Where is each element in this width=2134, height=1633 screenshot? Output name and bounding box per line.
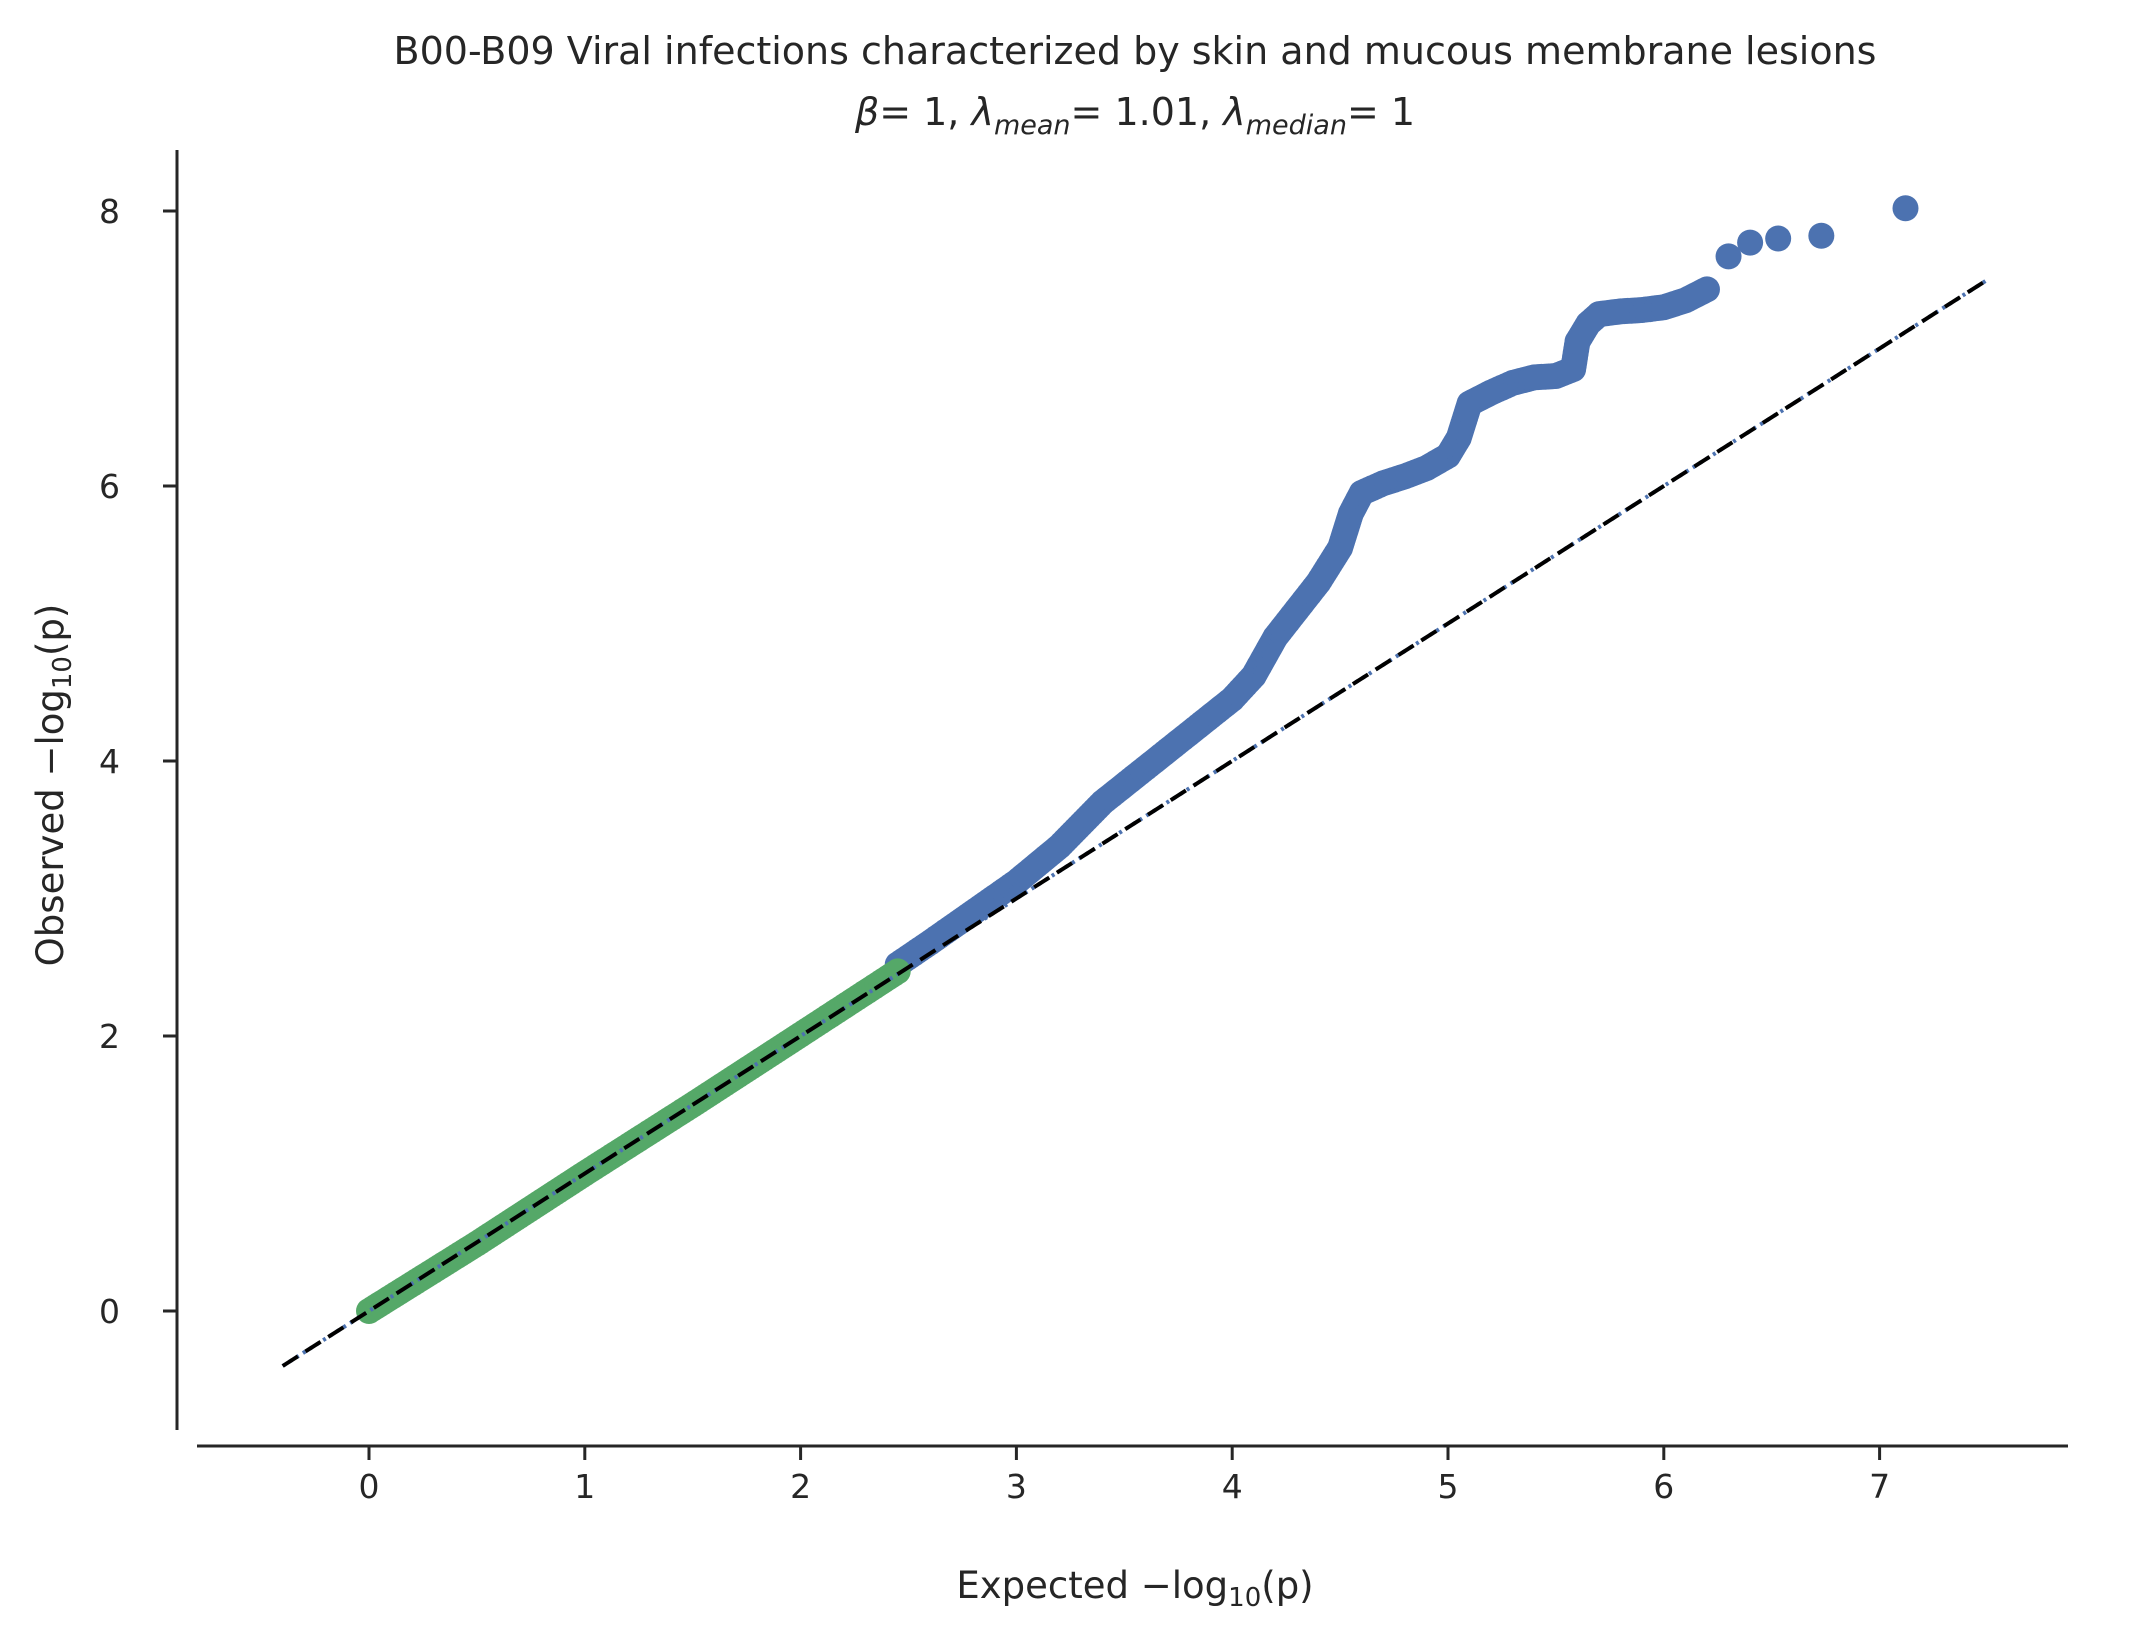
subtitle-mean-value: = 1.01, [1071,90,1224,134]
y-tick-label: 6 [99,467,120,506]
x-tick-label: 2 [790,1467,811,1506]
x-ticks: 0 1 2 3 4 5 6 7 [359,1446,1890,1506]
x-tick-label: 0 [359,1467,380,1506]
chart-subtitle: β= 1, λmean= 1.01, λmedian= 1 [854,90,1415,141]
subtitle-beta-symbol: β [854,90,879,134]
subtitle-lambda-median-symbol: λ [1221,90,1246,134]
y-tick-label: 0 [99,1292,120,1331]
reference-lines [281,278,1989,1368]
series-0-outlier-point [1715,243,1742,270]
x-axis-label-subscript: 10 [1228,1583,1261,1613]
x-axis-label: Expected −log10(p) [956,1564,1313,1613]
x-axis-label-prefix: Expected −log [956,1564,1228,1607]
subtitle-mean-subscript: mean [994,110,1071,141]
x-axis-label-suffix: (p) [1261,1564,1313,1607]
series-0-outlier-point [1892,195,1919,222]
subtitle-beta-value: = 1, [879,90,971,134]
x-tick-label: 3 [1006,1467,1027,1506]
series-0-point [1693,276,1720,303]
reference-dashed-line [281,278,1989,1368]
y-tick-label: 8 [99,192,120,231]
x-tick-label: 6 [1653,1467,1674,1506]
y-axis-label-prefix: Observed −log [29,689,72,966]
x-tick-label: 4 [1222,1467,1243,1506]
x-tick-label: 7 [1869,1467,1890,1506]
y-axis-label: Observed −log10(p) [29,604,78,967]
x-tick-label: 1 [574,1467,595,1506]
subtitle-lambda-mean-symbol: λ [969,90,994,134]
y-axis-label-suffix: (p) [29,604,72,656]
y-tick-label: 2 [99,1017,120,1056]
series-0-outlier-point [1737,229,1764,256]
subtitle-median-subscript: median [1246,110,1347,141]
y-tick-label: 4 [99,742,120,781]
y-ticks: 0 2 4 6 8 [99,192,177,1331]
series-layer [356,195,1919,1324]
y-axis-label-subscript: 10 [48,656,78,689]
series-0-outlier-point [1765,225,1792,252]
x-tick-label: 5 [1438,1467,1459,1506]
subtitle-median-value: = 1 [1347,90,1415,134]
chart-title: B00-B09 Viral infections characterized b… [394,29,1877,73]
series-0-outlier-point [1808,222,1835,249]
